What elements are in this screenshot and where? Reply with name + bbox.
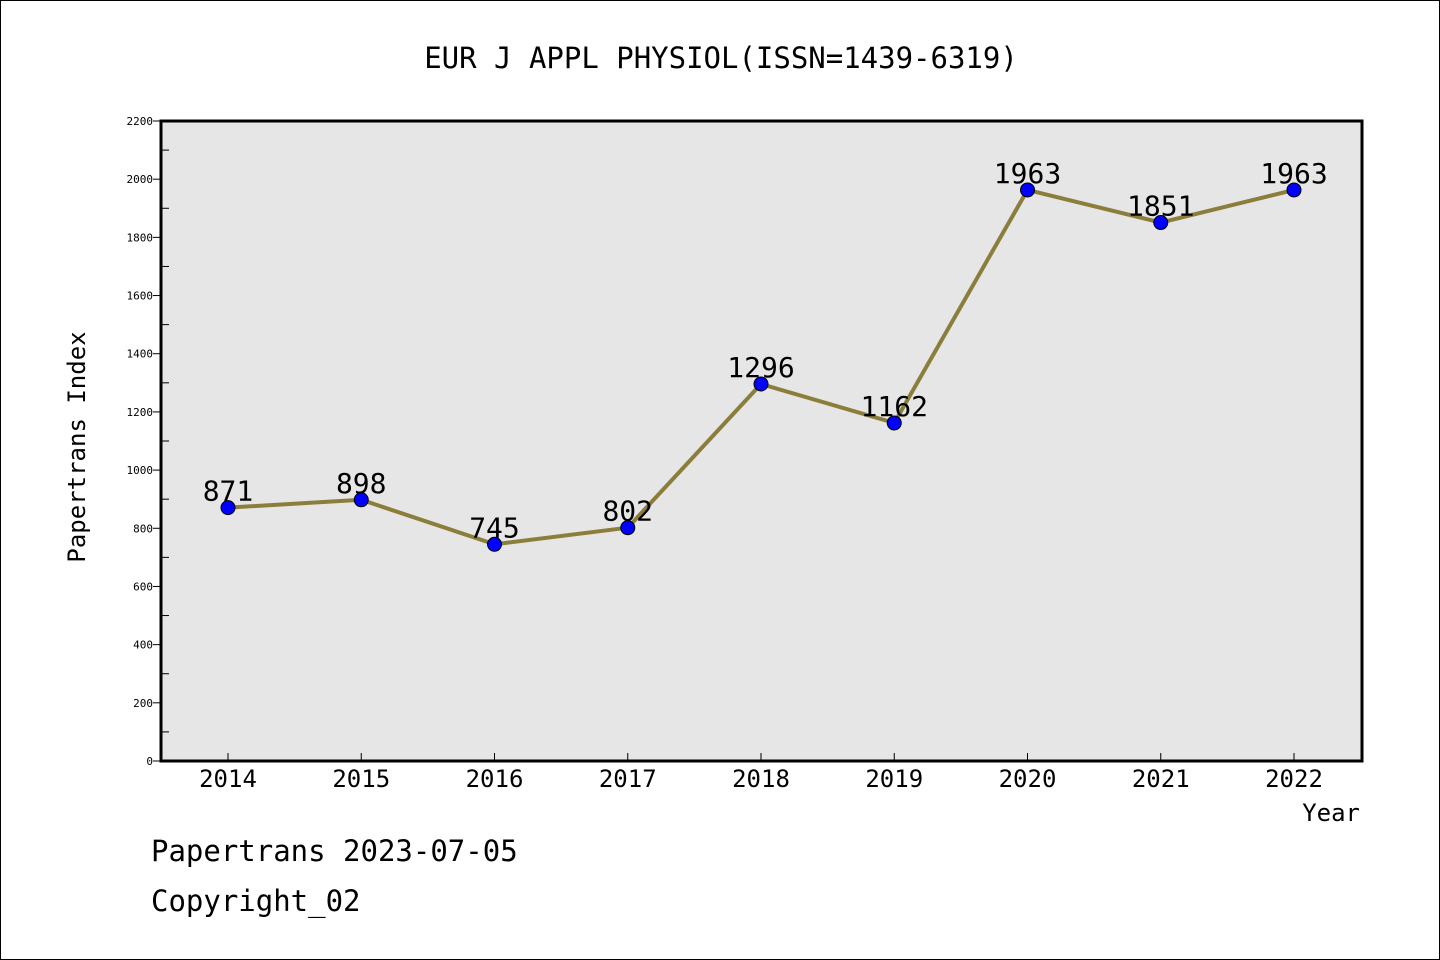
data-label: 1162	[861, 390, 928, 423]
footer-copyright: Copyright_02	[151, 884, 361, 918]
x-tick-label: 2022	[1265, 765, 1323, 793]
y-tick-label: 200	[133, 697, 153, 710]
data-label: 1963	[994, 157, 1061, 190]
footer-date: Papertrans 2023-07-05	[151, 834, 518, 868]
y-tick-label: 1600	[127, 290, 154, 303]
y-tick-label: 800	[133, 522, 153, 535]
data-point	[620, 520, 636, 536]
x-tick-label: 2016	[466, 765, 524, 793]
data-label: 898	[336, 467, 387, 500]
data-point	[1153, 215, 1169, 231]
x-tick-label: 2017	[599, 765, 657, 793]
data-label: 1963	[1260, 157, 1327, 190]
y-tick-label: 2200	[127, 115, 154, 128]
x-tick-label: 2021	[1132, 765, 1190, 793]
data-label: 1851	[1127, 190, 1194, 223]
y-tick-label: 1400	[127, 348, 154, 361]
data-point	[353, 492, 369, 508]
y-tick-label: 0	[146, 755, 153, 768]
x-tick-label: 2018	[732, 765, 790, 793]
data-point	[1286, 182, 1302, 198]
y-tick-label: 1800	[127, 231, 154, 244]
data-label: 745	[469, 511, 520, 544]
y-tick-label: 400	[133, 639, 153, 652]
x-tick-label: 2014	[199, 765, 257, 793]
chart-title: EUR J APPL PHYSIOL(ISSN=1439-6319)	[424, 41, 1018, 75]
x-tick-label: 2015	[332, 765, 390, 793]
y-tick-label: 1200	[127, 406, 154, 419]
data-label: 1296	[727, 351, 794, 384]
data-label: 871	[203, 475, 254, 508]
y-axis-label: Papertrans Index	[63, 331, 91, 562]
y-tick-label: 600	[133, 580, 153, 593]
y-tick-label: 1000	[127, 464, 154, 477]
x-tick-label: 2020	[999, 765, 1057, 793]
data-point	[220, 500, 236, 516]
data-point	[886, 415, 902, 431]
series-layer: 871 898 745 802 1296 1162 1963 1851 1963	[203, 157, 1328, 552]
data-label: 802	[602, 495, 653, 528]
x-axis: 2014 2015 2016 2017 2018 2019 2020 2021 2022	[199, 753, 1323, 793]
y-tick-label: 2000	[127, 173, 154, 186]
x-axis-label: Year	[1302, 799, 1360, 827]
data-point	[1020, 182, 1035, 198]
data-point	[753, 376, 769, 392]
y-axis: 0 200 400 600 800 1000 1200 1400 1600 1800 2000 220…	[127, 115, 169, 768]
data-point	[487, 536, 502, 552]
x-tick-label: 2019	[865, 765, 923, 793]
